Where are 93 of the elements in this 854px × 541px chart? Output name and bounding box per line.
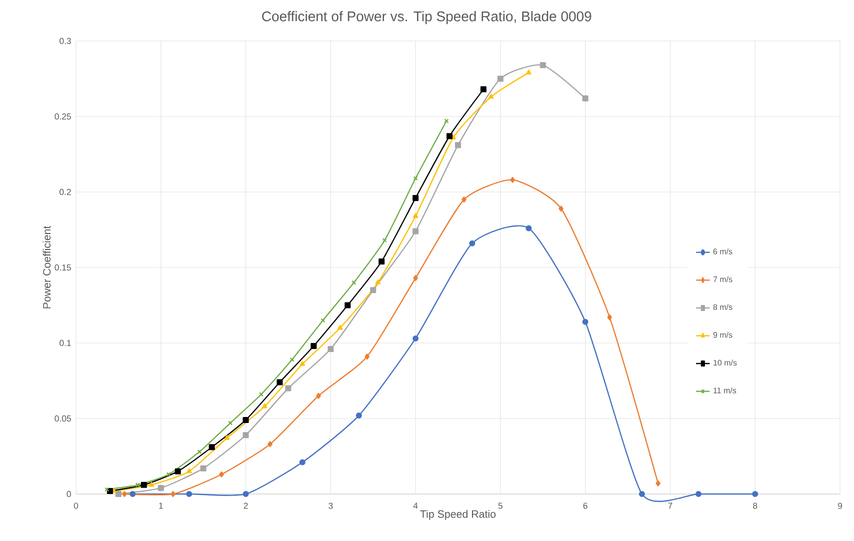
point [224, 435, 230, 440]
x-tick-label: 4 [413, 502, 418, 509]
point [337, 324, 343, 330]
point [412, 335, 419, 342]
point [370, 287, 376, 294]
point [228, 420, 233, 426]
point [364, 354, 370, 360]
x-tick-label: 9 [838, 502, 842, 509]
x-tick-label: 5 [498, 502, 502, 509]
legend-label: 7 m/s [713, 276, 732, 282]
point [268, 441, 272, 448]
chart-title: Coefficient of Power vs. Tip Speed Ratio, Blade 0009 [262, 11, 592, 24]
point [200, 465, 206, 472]
y-tick-label: 0.2 [60, 188, 71, 196]
point [262, 403, 268, 408]
point [186, 468, 192, 474]
point [582, 318, 588, 325]
point [752, 490, 758, 497]
y-axis-title: Power Coefficient [42, 226, 51, 308]
point [285, 385, 292, 392]
point [462, 196, 466, 203]
point [378, 258, 385, 264]
point [242, 490, 249, 497]
point [170, 490, 176, 497]
legend-label: 6 m/s [713, 248, 732, 254]
point [158, 484, 164, 491]
point [497, 76, 504, 82]
point [454, 142, 461, 148]
point [140, 482, 147, 488]
point [446, 133, 453, 140]
point [510, 176, 515, 183]
x-tick-label: 0 [74, 502, 78, 509]
point [526, 70, 532, 74]
point [276, 379, 283, 386]
point [186, 490, 192, 497]
point [582, 95, 588, 102]
point [382, 238, 387, 243]
y-tick-label: 0.05 [54, 415, 71, 422]
point [258, 392, 264, 397]
point [344, 302, 351, 308]
point [526, 225, 532, 232]
point [174, 468, 181, 474]
point [656, 480, 660, 486]
point [328, 346, 334, 352]
x-axis-title: Tip Speed Ratio [420, 510, 496, 520]
point [558, 206, 564, 212]
point [316, 392, 321, 399]
point [320, 318, 326, 323]
point [197, 449, 202, 454]
x-tick-label: 1 [159, 502, 163, 509]
point [208, 444, 215, 450]
x-tick-label: 2 [244, 502, 248, 509]
x-tick-label: 8 [753, 502, 758, 509]
point [413, 176, 418, 181]
point [242, 432, 249, 438]
legend-label: 8 m/s [713, 304, 732, 310]
point [480, 86, 486, 92]
point [412, 228, 419, 234]
point [310, 343, 317, 350]
legend-label: 11 m/s [714, 387, 736, 394]
point [695, 490, 702, 497]
point [375, 280, 381, 284]
point [135, 482, 140, 488]
legend-label: 9 m/s [713, 332, 732, 338]
y-tick-label: 0.25 [54, 113, 71, 120]
point [469, 240, 476, 246]
point [300, 361, 306, 366]
y-tick-label: 0 [66, 490, 71, 498]
point [299, 459, 306, 466]
y-tick-label: 0.3 [60, 38, 71, 44]
point [488, 94, 494, 99]
point [352, 280, 356, 285]
point [413, 275, 418, 282]
legend-label: 10 m/s [714, 360, 737, 366]
point [130, 490, 136, 497]
point [540, 62, 546, 68]
point [607, 314, 612, 320]
point [290, 357, 294, 362]
point [148, 482, 154, 487]
point [122, 490, 127, 497]
point [242, 416, 249, 423]
x-tick-label: 7 [668, 502, 672, 509]
y-tick-label: 0.1 [60, 340, 71, 346]
point [219, 471, 224, 478]
point [115, 490, 122, 497]
point [166, 472, 171, 477]
point [356, 412, 362, 418]
x-tick-label: 3 [328, 502, 333, 509]
x-tick-label: 6 [583, 502, 588, 509]
point [412, 195, 419, 202]
y-tick-label: 0.15 [54, 264, 71, 271]
point [638, 490, 645, 497]
point [412, 213, 418, 218]
